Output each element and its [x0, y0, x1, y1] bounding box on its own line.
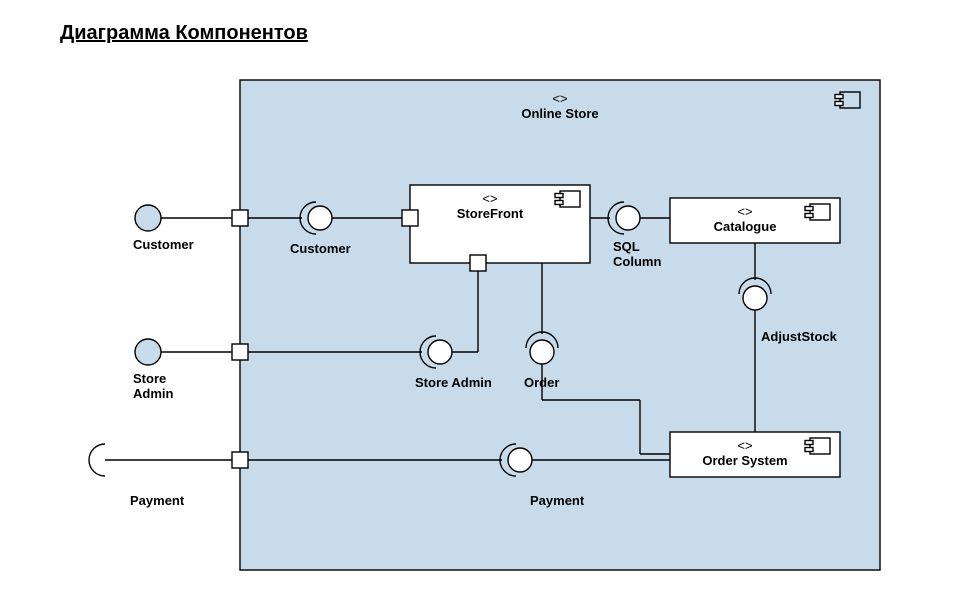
actor-customer: Customer — [133, 238, 194, 253]
interface-payment_if: Payment — [530, 494, 584, 509]
interface-order_if: Order — [524, 376, 559, 391]
interface-adjust_stock_if: AdjustStock — [761, 330, 837, 345]
component-catalogue: <>Catalogue — [682, 205, 808, 235]
interface-customer_if: Customer — [290, 242, 351, 257]
actor-payment: Payment — [130, 494, 184, 509]
subsystem-title: <>Online Store — [460, 92, 660, 122]
interface-sql_column_if: SQLColumn — [613, 240, 661, 270]
component-storefront: <>StoreFront — [422, 192, 558, 222]
component-diagram — [0, 0, 960, 600]
actor-store-admin: StoreAdmin — [133, 372, 173, 402]
interface-store_admin_if: Store Admin — [415, 376, 492, 391]
component-order_system: <>Order System — [682, 439, 808, 469]
